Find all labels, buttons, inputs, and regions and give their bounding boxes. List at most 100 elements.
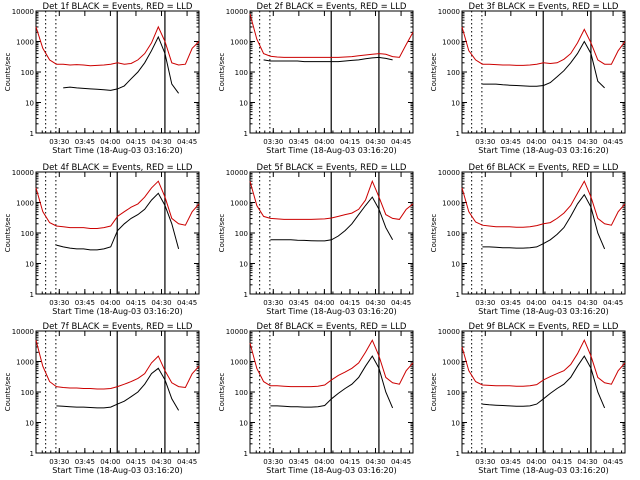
lld-series-line [249,179,414,220]
y-tick-label: 1 [456,450,460,458]
x-tick-label: 03:45 [75,458,95,466]
y-tick-label: 10 [25,420,34,428]
x-tick-label: 04:15 [126,299,146,307]
x-tick-label: 04:45 [391,138,411,146]
y-tick-label: 1000 [230,39,248,47]
x-tick-label: 03:45 [289,299,309,307]
y-axis-label: Counts/sec [4,214,12,253]
detector-panel-1: Det 1f BLACK = Events, RED = LLD 1 10 100 10… [4,2,200,155]
panel-title: Det 3f BLACK = Events, RED = LLD [469,2,619,12]
y-tick-label: 1000 [230,200,248,208]
events-series-line [63,35,180,94]
y-tick-label: 10000 [438,8,460,16]
x-tick-label: 03:45 [501,299,521,307]
y-axis-label: Counts/sec [4,53,12,92]
y-tick-label: 1000 [442,200,460,208]
y-tick-label: 1 [30,450,34,458]
y-tick-label: 1 [30,291,34,299]
y-axis-label: Counts/sec [218,373,226,412]
x-tick-label: 04:15 [552,299,572,307]
y-tick-label: 10 [451,100,460,108]
events-series-line [263,56,393,63]
y-tick-label: 10000 [226,169,248,177]
y-tick-label: 1 [244,130,248,138]
x-axis-label: Start Time (18-Aug-03 03:16:20) [52,307,183,316]
y-tick-label: 1000 [16,200,34,208]
y-tick-label: 10 [25,100,34,108]
x-tick-label: 04:00 [526,458,546,466]
events-series-line [270,355,394,409]
y-tick-label: 10 [451,420,460,428]
y-tick-label: 1000 [442,39,460,47]
y-tick-label: 100 [21,389,34,397]
x-tick-label: 04:45 [177,458,197,466]
x-tick-label: 04:45 [177,138,197,146]
x-tick-label: 03:30 [49,458,69,466]
y-tick-label: 1000 [442,359,460,367]
y-tick-label: 1 [456,291,460,299]
x-tick-label: 03:30 [263,458,283,466]
x-tick-label: 04:30 [151,138,171,146]
x-tick-label: 03:30 [49,138,69,146]
x-tick-label: 04:00 [526,299,546,307]
y-tick-label: 10000 [226,328,248,336]
y-tick-label: 1 [456,130,460,138]
x-tick-label: 04:15 [552,138,572,146]
panel-title: Det 7f BLACK = Events, RED = LLD [43,322,193,332]
events-series-line [482,40,605,89]
x-tick-label: 04:00 [100,138,120,146]
panel-title: Det 6f BLACK = Events, RED = LLD [469,163,619,173]
x-tick-label: 04:15 [340,138,360,146]
x-tick-label: 04:15 [126,458,146,466]
x-axis-label: Start Time (18-Aug-03 03:16:20) [52,146,183,155]
x-tick-label: 04:30 [151,299,171,307]
y-tick-label: 1000 [16,359,34,367]
x-axis-label: Start Time (18-Aug-03 03:16:20) [266,146,397,155]
y-tick-label: 10000 [438,328,460,336]
events-series-line [270,196,394,242]
y-tick-label: 100 [447,69,460,77]
x-tick-label: 04:15 [126,138,146,146]
x-tick-label: 04:45 [603,458,623,466]
panel-title: Det 2f BLACK = Events, RED = LLD [257,2,407,12]
x-tick-label: 04:00 [314,458,334,466]
panel-title: Det 1f BLACK = Events, RED = LLD [43,2,193,12]
x-tick-label: 04:45 [603,299,623,307]
panel-title: Det 4f BLACK = Events, RED = LLD [43,163,193,173]
x-tick-label: 04:15 [340,458,360,466]
y-tick-label: 10000 [438,169,460,177]
events-series-line [482,193,606,250]
y-tick-label: 100 [447,389,460,397]
x-tick-label: 03:30 [475,458,495,466]
detector-panel-3: Det 3f BLACK = Events, RED = LLD 1 10 100 10… [430,2,626,155]
y-tick-label: 1000 [16,39,34,47]
y-tick-label: 10 [239,100,248,108]
x-tick-label: 04:30 [365,458,385,466]
x-tick-label: 03:30 [263,138,283,146]
x-tick-label: 04:30 [365,299,385,307]
y-axis-label: Counts/sec [218,53,226,92]
x-tick-label: 03:45 [501,458,521,466]
lld-series-line [249,339,414,388]
x-tick-label: 04:45 [177,299,197,307]
y-tick-label: 100 [447,230,460,238]
lld-series-line [461,26,626,66]
y-tick-label: 1000 [230,359,248,367]
y-tick-label: 100 [235,230,248,238]
lld-series-line [249,13,414,58]
x-tick-label: 03:30 [475,138,495,146]
events-series-line [56,192,180,251]
y-tick-label: 100 [235,69,248,77]
x-tick-label: 04:15 [552,458,572,466]
y-tick-label: 10 [25,261,34,269]
lld-series-line [35,180,200,229]
y-axis-label: Counts/sec [430,214,438,253]
y-tick-label: 100 [21,230,34,238]
y-tick-label: 1 [244,450,248,458]
x-tick-label: 04:00 [314,299,334,307]
x-tick-label: 03:45 [289,138,309,146]
x-tick-label: 03:45 [75,138,95,146]
y-tick-label: 10000 [226,8,248,16]
y-tick-label: 1 [30,130,34,138]
